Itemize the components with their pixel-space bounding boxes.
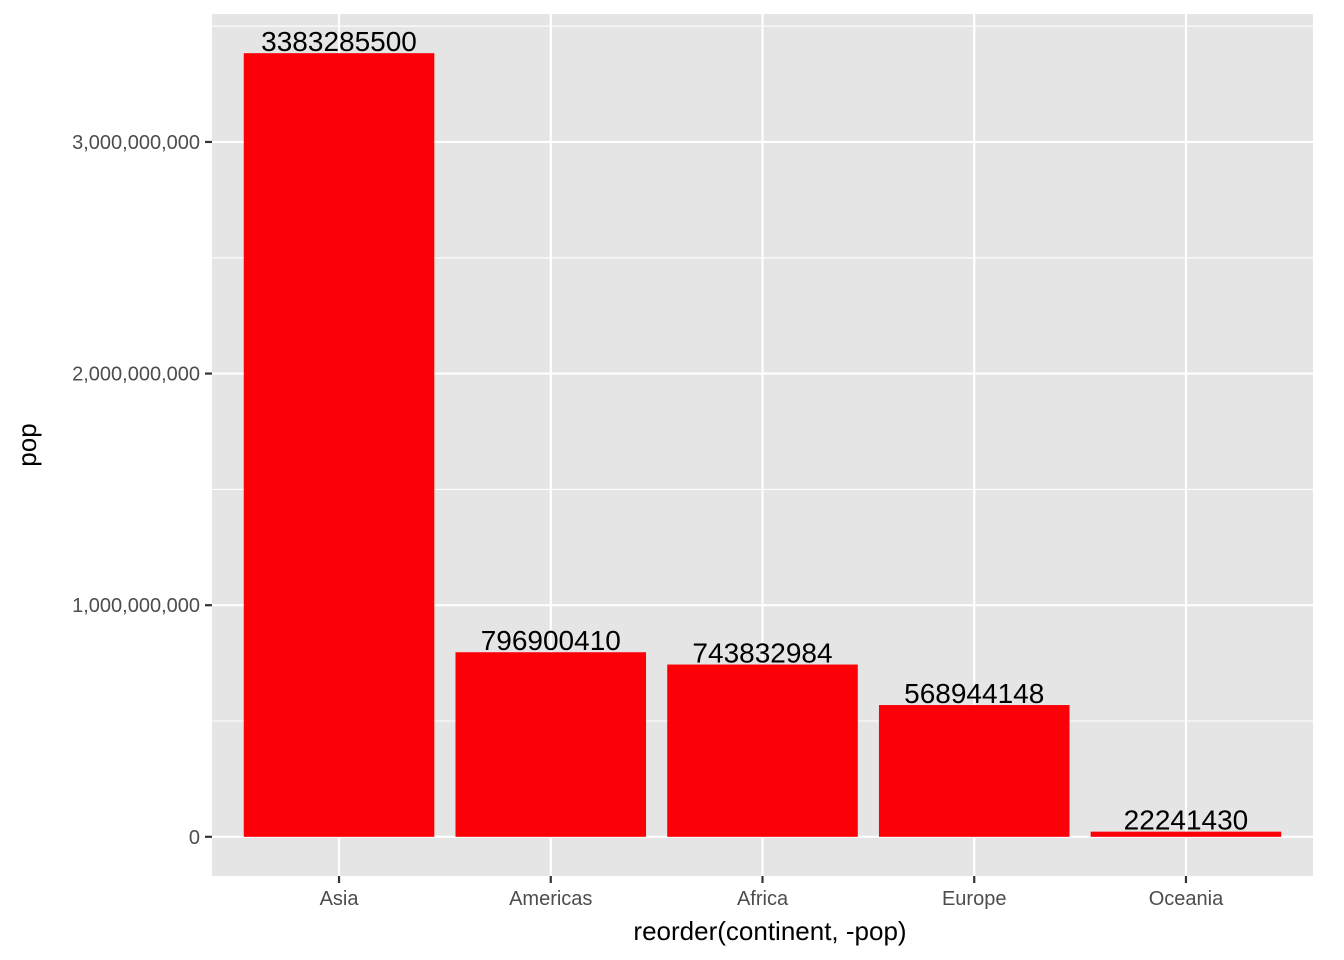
- y-axis: 0 1,000,000,000 2,000,000,000 3,000,000,000: [72, 132, 212, 849]
- x-axis: Asia Americas Africa Europe Oceania: [320, 876, 1224, 910]
- x-tick-label: Europe: [942, 888, 1007, 910]
- y-tick-label: 0: [189, 827, 200, 849]
- bar-value-label: 22241430: [1124, 805, 1249, 836]
- bar: [1090, 831, 1282, 837]
- y-tick-label: 3,000,000,000: [72, 132, 200, 154]
- y-tick-label: 2,000,000,000: [72, 364, 200, 386]
- bar-value-label: 3383285500: [261, 26, 417, 57]
- x-tick-label: Americas: [509, 888, 592, 910]
- bar-value-label: 743832984: [692, 638, 832, 669]
- bar: [878, 705, 1070, 837]
- bar: [667, 664, 858, 837]
- y-tick-label: 1,000,000,000: [72, 595, 200, 617]
- x-axis-title: reorder(continent, -pop): [633, 916, 906, 946]
- bars: [243, 53, 1282, 837]
- y-axis-title: pop: [12, 423, 42, 466]
- x-tick-label: Oceania: [1149, 888, 1224, 910]
- x-tick-label: Asia: [320, 888, 360, 910]
- bar-value-label: 568944148: [904, 678, 1044, 709]
- bar: [455, 652, 647, 837]
- data-labels: 3383285500 796900410 743832984 568944148 222…: [261, 26, 1248, 835]
- x-tick-label: Africa: [737, 888, 789, 910]
- bar: [243, 53, 435, 837]
- bar-value-label: 796900410: [481, 625, 621, 656]
